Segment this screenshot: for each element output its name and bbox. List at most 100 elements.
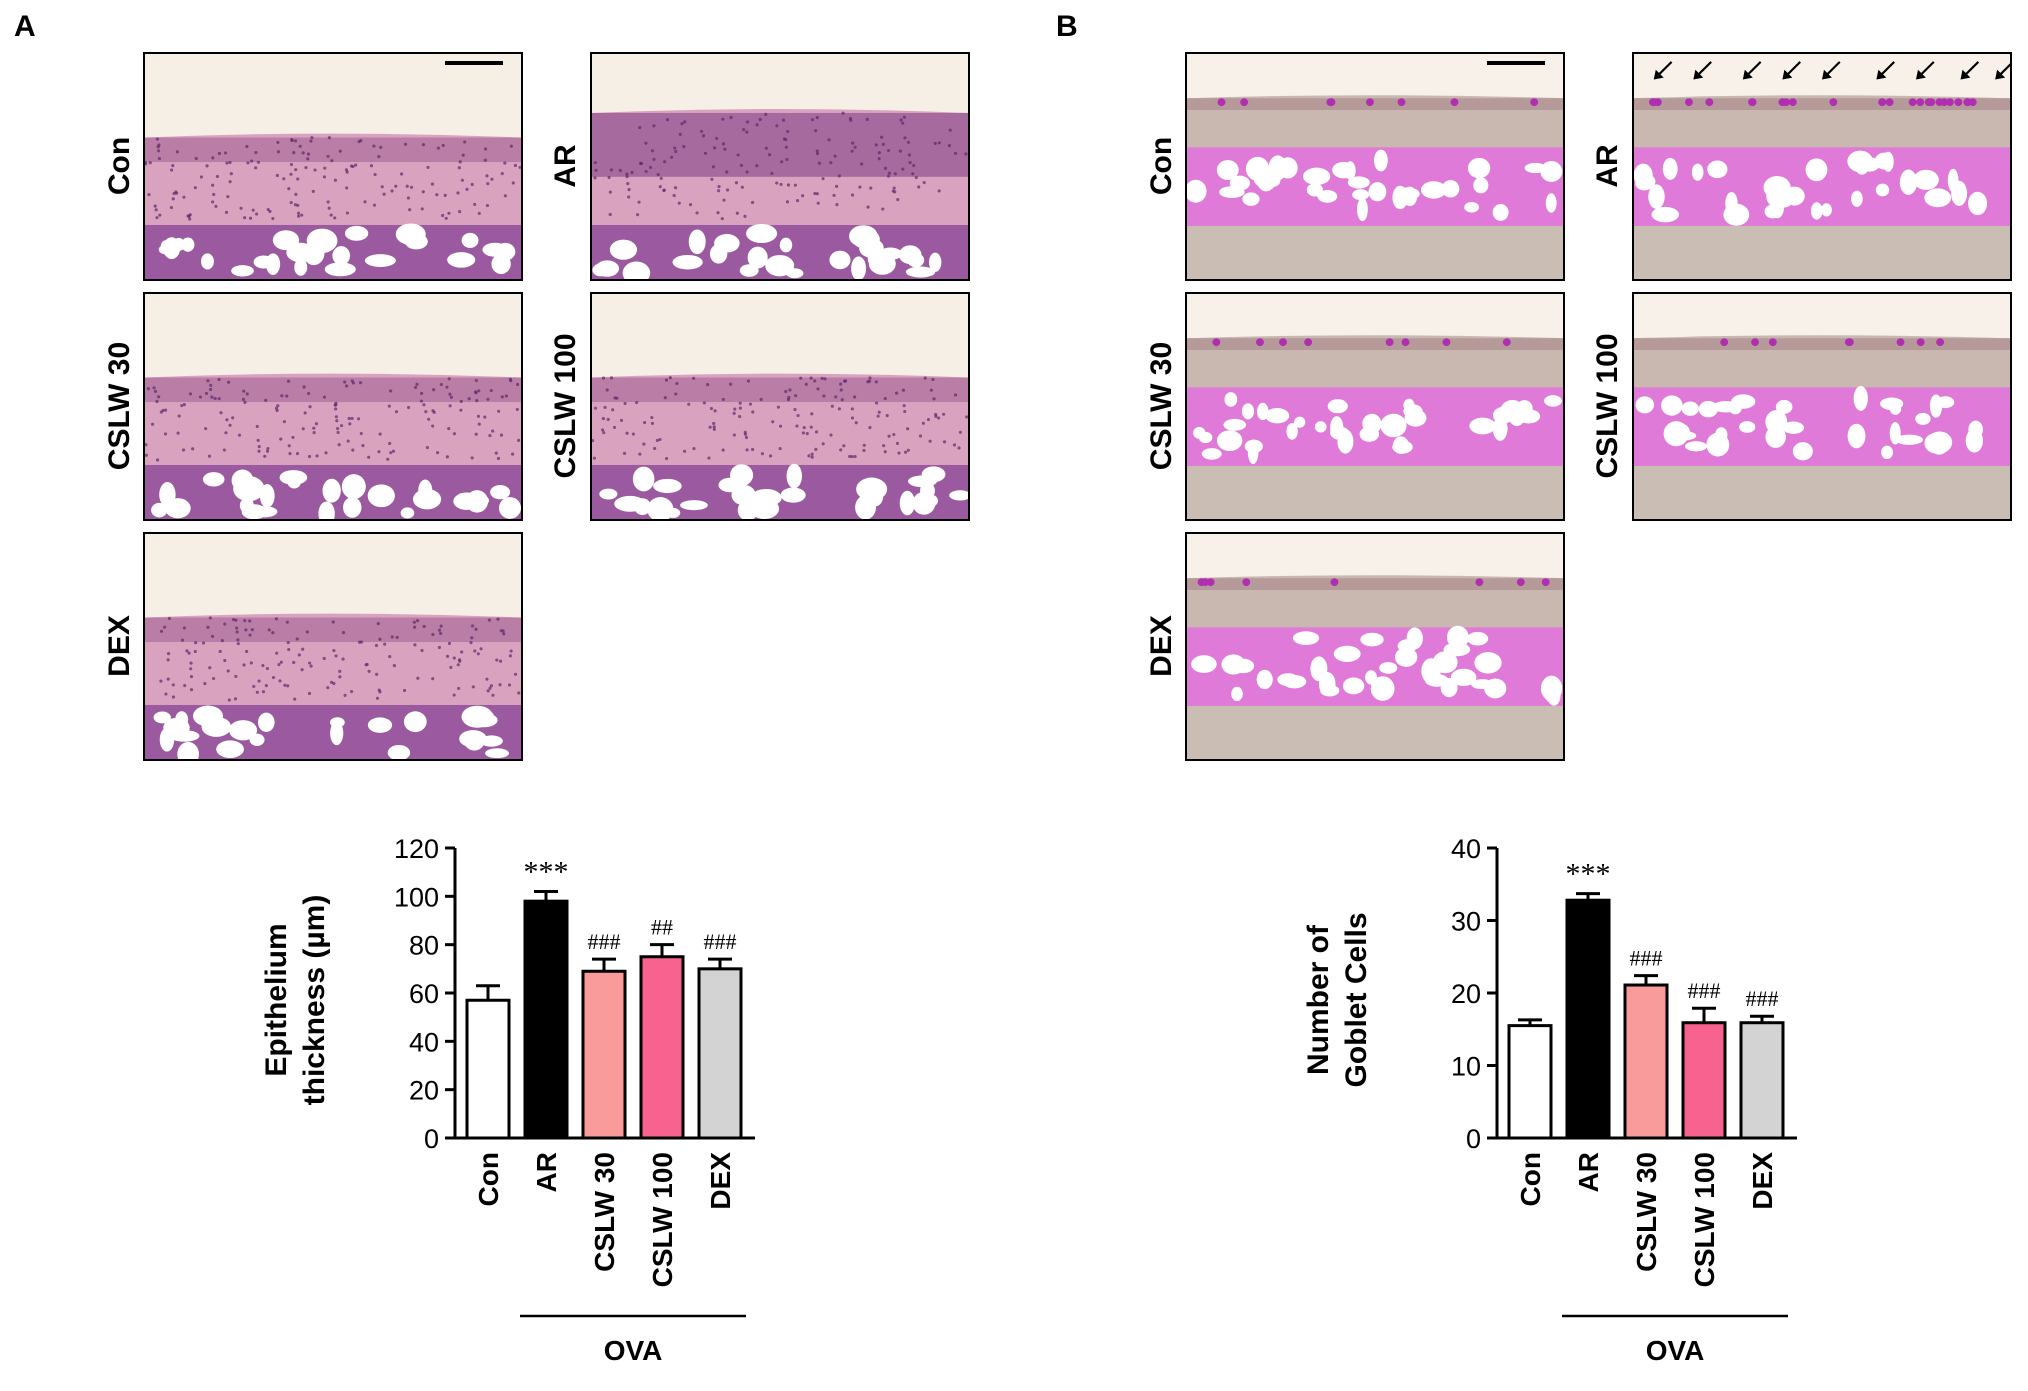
nucleus xyxy=(874,380,878,384)
nucleus xyxy=(343,380,347,384)
nucleus xyxy=(248,216,253,220)
nucleus xyxy=(892,432,896,437)
nucleus xyxy=(336,426,340,431)
nucleus xyxy=(850,416,855,420)
nucleus xyxy=(289,162,294,167)
nucleus xyxy=(237,433,242,437)
nucleus xyxy=(602,431,606,435)
chondrocyte-lacuna xyxy=(1467,157,1491,179)
chondrocyte-lacuna xyxy=(1446,625,1469,649)
nucleus xyxy=(636,213,640,217)
y-axis-label-line: thickness (µm) xyxy=(298,895,331,1106)
nucleus xyxy=(153,389,158,393)
nucleus xyxy=(228,180,232,184)
nucleus xyxy=(424,410,428,414)
nucleus xyxy=(390,635,394,639)
goblet-cell xyxy=(1401,338,1410,347)
nucleus xyxy=(386,457,390,461)
nucleus xyxy=(673,186,678,190)
chondrocyte-lacuna xyxy=(1924,188,1952,208)
nucleus xyxy=(322,175,327,179)
nucleus xyxy=(361,444,365,448)
nucleus xyxy=(745,130,749,134)
nucleus xyxy=(775,181,779,185)
nucleus xyxy=(793,407,797,412)
nucleus xyxy=(252,684,256,688)
nucleus xyxy=(324,451,328,455)
nucleus xyxy=(937,141,941,145)
nucleus xyxy=(158,213,162,217)
y-tick-label: 100 xyxy=(394,882,439,912)
nucleus xyxy=(331,620,335,624)
nucleus xyxy=(391,449,396,453)
goblet-cell xyxy=(1240,98,1249,107)
chondrocyte-lacuna xyxy=(459,730,487,748)
bar-ar xyxy=(523,899,569,1140)
nucleus xyxy=(166,658,170,662)
nucleus xyxy=(459,399,463,404)
nucleus xyxy=(452,693,456,697)
goblet-cell xyxy=(1788,98,1797,107)
nucleus xyxy=(918,434,923,438)
chondrocyte-lacuna xyxy=(1635,176,1654,191)
nucleus xyxy=(674,392,678,396)
nucleus xyxy=(851,141,855,145)
nucleus xyxy=(369,164,374,168)
nucleus xyxy=(786,398,791,402)
nucleus xyxy=(225,418,229,422)
y-tick-label: 80 xyxy=(409,931,439,961)
nucleus xyxy=(483,415,487,419)
nucleus xyxy=(420,391,424,395)
nucleus xyxy=(309,139,313,143)
nucleus xyxy=(702,401,706,405)
nucleus xyxy=(953,151,958,155)
nucleus xyxy=(779,182,783,186)
nucleus xyxy=(815,149,819,153)
epithelium-layer xyxy=(1634,338,2010,351)
chondrocyte-lacuna xyxy=(153,711,171,724)
chondrocyte-lacuna xyxy=(231,469,254,492)
nucleus xyxy=(326,200,330,204)
chondrocyte-lacuna xyxy=(1715,427,1728,443)
nucleus xyxy=(169,206,174,210)
goblet-cell xyxy=(1916,338,1925,347)
nucleus xyxy=(241,397,246,401)
nucleus xyxy=(603,405,607,409)
chondrocyte-lacuna xyxy=(1471,679,1494,690)
nucleus xyxy=(255,424,259,429)
chondrocyte-lacuna xyxy=(491,253,511,274)
nucleus xyxy=(501,629,505,633)
nucleus xyxy=(283,683,287,687)
nucleus xyxy=(212,192,216,197)
nucleus xyxy=(682,144,686,149)
nucleus xyxy=(513,163,518,168)
nucleus xyxy=(347,416,351,421)
nucleus xyxy=(809,425,813,429)
nucleus xyxy=(285,620,289,624)
nucleus xyxy=(902,404,906,408)
nucleus xyxy=(437,645,442,650)
nucleus xyxy=(449,395,454,399)
nucleus xyxy=(409,185,414,189)
nucleus xyxy=(903,450,908,454)
nucleus xyxy=(611,408,615,412)
nucleus xyxy=(883,166,888,170)
goblet-cell xyxy=(1366,98,1374,107)
nucleus xyxy=(392,664,396,668)
chondrocyte-lacuna xyxy=(1951,180,1968,206)
nucleus xyxy=(224,431,228,435)
nucleus xyxy=(490,177,494,181)
nucleus xyxy=(891,189,895,193)
nucleus xyxy=(413,625,417,629)
nucleus xyxy=(457,166,461,170)
nucleus xyxy=(911,172,915,176)
nucleus xyxy=(395,635,399,639)
nucleus xyxy=(329,213,333,217)
goblet-arrow-head-icon xyxy=(1916,69,1926,80)
chondrocyte-lacuna xyxy=(367,717,393,733)
chondrocyte-lacuna xyxy=(177,741,199,759)
chondrocyte-lacuna xyxy=(1698,400,1718,418)
nucleus xyxy=(778,424,783,428)
nucleus xyxy=(784,145,788,149)
chondrocyte-lacuna xyxy=(463,493,490,508)
